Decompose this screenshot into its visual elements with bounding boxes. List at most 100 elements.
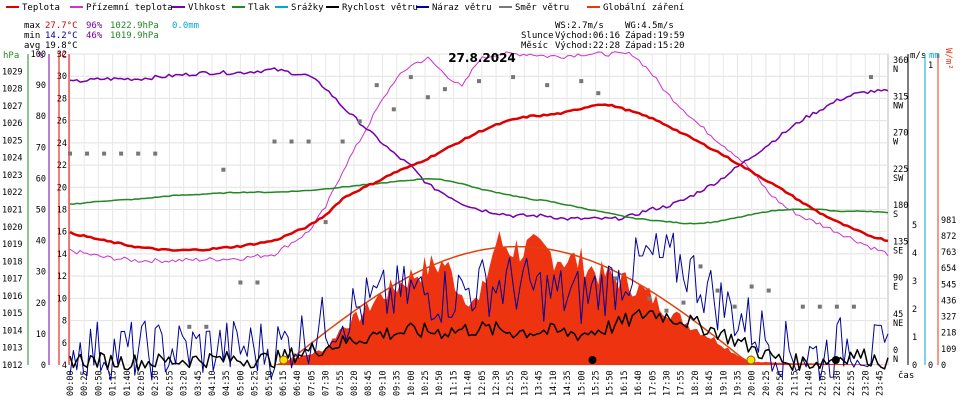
x-tick-label: 20:50 [776,370,786,396]
y-tick-radiation: 763 [941,248,956,258]
x-tick-label: 11:15 [449,370,459,396]
x-tick-label: 21:40 [804,370,814,396]
info-moon-label: Měsíc [521,41,548,51]
axis-unit-degc: °C [56,51,67,61]
x-tick-label: 00:50 [94,370,104,396]
x-tick-label: 19:10 [719,370,729,396]
legend-label-8: Globální záření [603,3,684,13]
legend-label-0: Teplota [22,3,60,13]
y-tick-dir-deg: 315 [893,92,908,102]
x-tick-label: 08:45 [364,370,374,396]
y-tick-dir-card: S [893,210,898,220]
y-tick-rain: 1 [928,61,933,71]
x-tick-label: 01:40 [123,370,133,396]
info-moonset: Západ:15:20 [625,41,685,51]
x-tick-label: 00:00 [66,370,76,396]
pressure-line [69,177,889,225]
y-tick-dir-deg: 180 [893,201,908,211]
y-tick-dir-card: SE [893,246,903,256]
wind-direction-point [187,324,192,329]
temperature-line [69,103,889,252]
x-tick-label: 10:00 [407,370,417,396]
axis-unit-pct: % [38,51,44,61]
legend-label-4: Srážky [291,3,324,13]
x-tick-label: 13:20 [520,370,530,396]
moonrise-marker [831,356,840,364]
y-tick-pressure: 1027 [2,102,22,112]
y-tick-pressure: 1029 [2,67,22,77]
stats-block: max 27.7°C 96% 1022.9hPa 0.0mm min 14.2°… [24,21,199,51]
legend-label-1: Přízemní teplota [86,3,173,13]
stat-max-label: max [24,21,41,31]
axis-unit-hpa: hPa [3,51,19,61]
wind-direction-point [664,308,669,313]
y-tick-radiation: 436 [941,296,956,306]
wind-direction-point [715,288,720,293]
y-tick-radiation: 0 [941,361,946,371]
gust-line [69,232,889,381]
x-tick-label: 06:15 [279,370,289,396]
x-tick-label: 04:35 [222,370,232,396]
wind-direction-point [238,280,243,285]
stat-max-hum: 96% [86,21,103,31]
wind-line [69,309,889,372]
axis-unit-wm2: W/m² [943,48,953,70]
info-block: WS:2.7m/s WG:4.5m/s Slunce Východ:06:16 … [521,21,685,51]
wind-direction-point [119,151,124,156]
x-tick-label: 23:20 [861,370,871,396]
wind-direction-point [868,75,873,80]
x-tick-label: 17:05 [648,370,658,396]
wind-direction-point [289,139,294,144]
stat-max-temp: 27.7°C [45,21,78,31]
y-tick-wind: 0 [912,361,917,371]
y-tick-radiation: 872 [941,232,956,242]
x-tick-label: 22:55 [847,370,857,396]
wind-direction-point [391,107,396,112]
x-tick-label: 07:30 [322,370,332,396]
y-tick-radiation: 109 [941,345,956,355]
wind-direction-point [647,296,652,301]
y-tick-temperature: 30 [57,72,67,82]
wind-direction-point [153,151,158,156]
radiation-area [70,231,888,365]
y-tick-dir-card: N [893,355,898,365]
wind-direction-point [681,300,686,305]
y-tick-wind: 4 [912,249,917,259]
y-tick-pressure: 1023 [2,171,22,181]
y-tick-pressure: 1018 [2,257,22,267]
wind-direction-point [800,304,805,309]
y-tick-pressure: 1017 [2,275,22,285]
stat-max-rain: 0.0mm [172,21,199,31]
y-tick-radiation: 218 [941,329,956,339]
y-tick-dir-deg: 90 [893,274,903,284]
x-tick-label: 13:45 [535,370,545,396]
info-sunset: Západ:19:59 [625,31,685,41]
info-wg: WG:4.5m/s [625,21,674,31]
wind-direction-point [340,139,345,144]
x-tick-label: 17:30 [662,370,672,396]
wind-direction-point [596,91,601,96]
x-tick-label: 19:35 [733,370,743,396]
y-tick-humidity: 20 [36,299,46,309]
legend-label-5: Rychlost větru [342,3,418,13]
x-tick-label: 12:30 [492,370,502,396]
y-tick-dir-deg: 135 [893,237,908,247]
x-tick-label: 02:30 [151,370,161,396]
x-tick-label: 09:10 [378,370,388,396]
x-tick-label: 20:00 [748,370,758,396]
clear-sky-arc [283,245,752,366]
info-sun-label: Slunce [521,31,554,41]
x-tick-label: 02:05 [137,370,147,396]
x-tick-label: 03:20 [180,370,190,396]
wind-direction-point [102,151,107,156]
stat-min-label: min [24,31,40,41]
humidity-line [69,67,889,221]
y-tick-rain: 0 [928,361,933,371]
y-tick-dir-deg: 270 [893,129,908,139]
x-tick-label: 07:55 [336,370,346,396]
y-tick-pressure: 1012 [2,361,22,371]
x-tick-label: 22:30 [833,370,843,396]
legend-label-2: Vlhkost [188,3,226,13]
info-ws: WS:2.7m/s [555,21,604,31]
